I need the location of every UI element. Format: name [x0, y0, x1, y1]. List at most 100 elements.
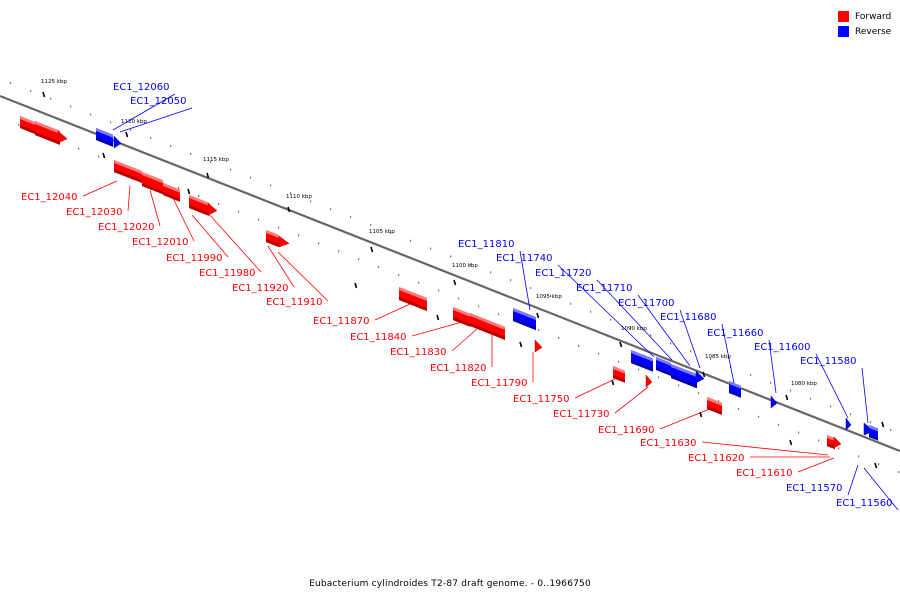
forward-gene-label[interactable]: EC1_11690: [598, 425, 654, 436]
leader-line: [637, 294, 691, 367]
map-caption: Eubacterium cylindroides T2-87 draft gen…: [309, 579, 591, 589]
reverse-gene-label[interactable]: EC1_11710: [576, 283, 632, 294]
leader-line: [171, 195, 195, 242]
leader-line: [267, 245, 295, 288]
forward-gene-block[interactable]: [132, 167, 142, 183]
label-leader-lines: [82, 93, 899, 511]
legend-forward: Forward: [838, 9, 891, 24]
reverse-gene-block[interactable]: [113, 135, 122, 149]
forward-gene-block[interactable]: [645, 374, 653, 388]
reverse-gene-block[interactable]: [513, 308, 536, 331]
gene-labels: EC1_12040 EC1_12030 EC1_12020 EC1_12010 EC1_…: [21, 82, 892, 509]
leader-line: [112, 93, 176, 131]
forward-gene-block[interactable]: [20, 116, 37, 135]
forward-gene-block[interactable]: [207, 202, 218, 216]
leader-line: [277, 251, 329, 302]
leader-line: [574, 377, 618, 399]
forward-gene-block[interactable]: [57, 130, 68, 144]
forward-gene-block[interactable]: [485, 319, 505, 340]
forward-gene-label[interactable]: EC1_11630: [640, 438, 696, 449]
reverse-gene-label[interactable]: EC1_12050: [130, 96, 186, 107]
scale-label: 1105 kbp: [369, 229, 395, 235]
forward-gene-block[interactable]: [613, 366, 625, 383]
reverse-gene-label[interactable]: EC1_11580: [800, 356, 856, 367]
reverse-gene-block[interactable]: [845, 417, 852, 431]
forward-gene-block[interactable]: [833, 436, 842, 449]
scale-label: 1120 kbp: [121, 119, 147, 125]
genome-backbone: [0, 94, 900, 453]
leader-line: [82, 180, 118, 197]
reverse-gene-block[interactable]: [770, 395, 778, 409]
leader-line: [614, 386, 649, 414]
forward-gene-label[interactable]: EC1_12030: [66, 207, 122, 218]
scale-label: 1090 kbp: [621, 326, 647, 332]
forward-gene-block[interactable]: [163, 183, 180, 202]
reverse-gene-block[interactable]: [671, 364, 697, 389]
forward-gene-label[interactable]: EC1_12040: [21, 192, 77, 203]
forward-gene-label[interactable]: EC1_12010: [132, 237, 188, 248]
reverse-gene-label[interactable]: EC1_11700: [618, 298, 674, 309]
legend-reverse: Reverse: [838, 24, 891, 39]
reverse-gene-label[interactable]: EC1_11660: [707, 328, 763, 339]
forward-gene-block[interactable]: [470, 313, 487, 333]
leader-line: [679, 309, 701, 369]
reverse-gene-label[interactable]: EC1_11570: [786, 483, 842, 494]
reverse-gene-block[interactable]: [729, 381, 741, 398]
reverse-gene-label[interactable]: EC1_11680: [660, 312, 716, 323]
forward-gene-block[interactable]: [827, 435, 835, 450]
forward-gene-block[interactable]: [266, 230, 279, 248]
leader-line: [519, 250, 531, 311]
forward-gene-block[interactable]: [399, 287, 427, 312]
forward-gene-label[interactable]: EC1_11910: [266, 297, 322, 308]
forward-gene-block[interactable]: [114, 160, 134, 180]
leader-line: [411, 321, 463, 337]
forward-gene-block[interactable]: [453, 307, 470, 327]
forward-gene-label[interactable]: EC1_11920: [232, 283, 288, 294]
forward-gene-block[interactable]: [534, 339, 543, 353]
forward-gene-label[interactable]: EC1_12020: [98, 222, 154, 233]
reverse-gene-label[interactable]: EC1_11600: [754, 342, 810, 353]
legend: Forward Reverse: [838, 9, 891, 39]
leader-line: [374, 303, 411, 321]
scale-label: 1110 kbp: [286, 194, 312, 200]
leader-line: [191, 214, 229, 258]
forward-gene-block[interactable]: [189, 195, 209, 216]
leader-line: [863, 467, 899, 511]
scale-labels: 1125 kbp 1120 kbp 1115 kbp 1110 kbp 1105 kbp…: [41, 79, 817, 387]
forward-gene-block[interactable]: [35, 121, 60, 145]
legend-reverse-label: Reverse: [855, 26, 892, 37]
leader-line: [721, 323, 735, 384]
forward-gene-label[interactable]: EC1_11610: [736, 468, 792, 479]
reverse-gene-label[interactable]: EC1_11560: [836, 498, 892, 509]
scale-label: 1115 kbp: [203, 157, 229, 163]
forward-gene-block[interactable]: [278, 235, 290, 248]
reverse-gene-block[interactable]: [631, 350, 653, 372]
forward-gene-label[interactable]: EC1_11980: [199, 268, 255, 279]
forward-gene-label[interactable]: EC1_11830: [390, 347, 446, 358]
forward-gene-block[interactable]: [707, 397, 722, 415]
forward-gene-label[interactable]: EC1_11990: [166, 253, 222, 264]
forward-gene-label[interactable]: EC1_11840: [350, 332, 406, 343]
forward-gene-block[interactable]: [142, 172, 163, 195]
leader-line: [451, 327, 479, 352]
gene-blocks: [20, 116, 878, 450]
reverse-gene-block[interactable]: [695, 370, 705, 384]
leader-line: [596, 279, 673, 361]
forward-gene-label[interactable]: EC1_11820: [430, 363, 486, 374]
reverse-gene-block[interactable]: [656, 357, 671, 376]
leader-line: [557, 264, 655, 358]
reverse-gene-label[interactable]: EC1_11740: [496, 253, 552, 264]
reverse-gene-block[interactable]: [869, 425, 878, 441]
forward-gene-label[interactable]: EC1_11750: [513, 394, 569, 405]
scale-label: 1125 kbp: [41, 79, 67, 85]
reverse-gene-label[interactable]: EC1_11810: [458, 239, 514, 250]
reverse-gene-label[interactable]: EC1_12060: [113, 82, 169, 93]
reverse-gene-block[interactable]: [96, 128, 113, 147]
leader-line: [701, 441, 829, 456]
forward-gene-label[interactable]: EC1_11730: [553, 409, 609, 420]
forward-gene-label[interactable]: EC1_11870: [313, 316, 369, 327]
forward-gene-label[interactable]: EC1_11620: [688, 453, 744, 464]
forward-gene-label[interactable]: EC1_11790: [471, 378, 527, 389]
reverse-gene-label[interactable]: EC1_11720: [535, 268, 591, 279]
scale-label: 1080 kbp: [791, 381, 817, 387]
